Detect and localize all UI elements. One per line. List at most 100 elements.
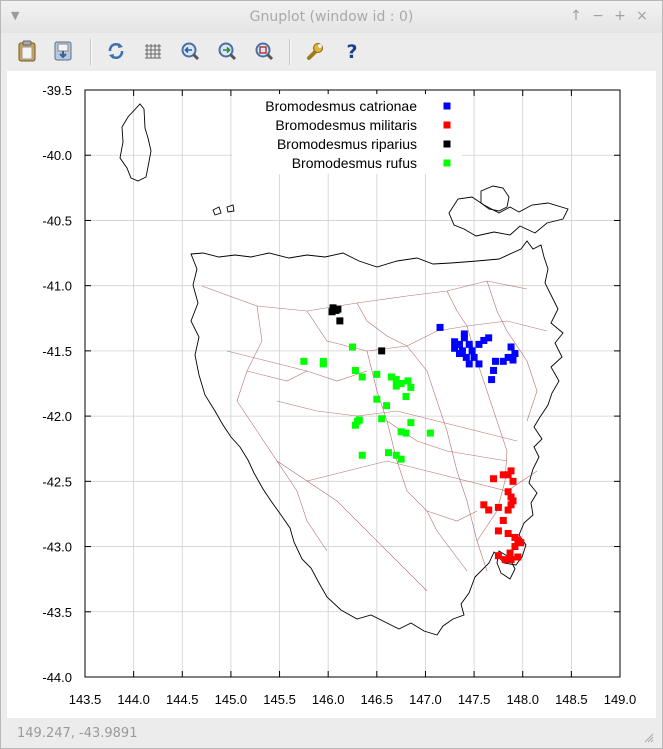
legend-label: Bromodesmus rufus: [292, 155, 417, 171]
y-tick-label: -41.5: [42, 344, 72, 359]
data-point: [511, 543, 519, 551]
data-point: [387, 373, 395, 381]
legend-marker: [443, 121, 451, 129]
y-tick-label: -40.0: [42, 148, 72, 163]
minimize-icon[interactable]: −: [592, 8, 604, 24]
data-point: [351, 421, 359, 429]
data-point: [462, 353, 470, 361]
toolbar: ?: [1, 33, 662, 71]
y-tick-label: -40.5: [42, 213, 72, 228]
grid-button[interactable]: [139, 37, 167, 65]
print-button[interactable]: [49, 37, 77, 65]
title-bar[interactable]: ▼ Gnuplot (window id : 0) ↑ − + ×: [1, 1, 662, 33]
data-points: [300, 304, 525, 564]
data-point: [499, 471, 507, 479]
roads: [201, 280, 548, 592]
legend-label: Bromodesmus militaris: [275, 117, 417, 133]
zoom-forward-icon: [218, 42, 237, 61]
legend-marker: [443, 102, 451, 110]
data-point: [404, 377, 412, 385]
data-point: [509, 497, 517, 505]
resize-grip-icon[interactable]: [644, 733, 654, 743]
data-point: [509, 356, 517, 364]
x-tick-label: 145.0: [215, 692, 248, 707]
legend-label: Bromodesmus riparius: [277, 136, 417, 152]
coastline: [480, 185, 510, 212]
data-point: [436, 323, 444, 331]
data-point: [507, 556, 515, 564]
plot-canvas[interactable]: 143.5 144.0 144.5 145.0 145.5 146.0 146.5 147.0…: [7, 71, 656, 718]
x-tick-label: 143.5: [69, 692, 102, 707]
data-point: [319, 360, 327, 368]
data-point: [490, 366, 498, 374]
window-title: Gnuplot (window id : 0): [249, 9, 414, 25]
autoscale-button[interactable]: [250, 37, 278, 65]
data-point: [397, 380, 405, 387]
cursor-coordinates: 149.247, -43.9891: [17, 726, 138, 741]
data-point: [511, 349, 519, 357]
data-point: [490, 475, 498, 483]
data-point: [373, 395, 381, 403]
data-point: [507, 493, 515, 501]
zoom-fit-icon: [255, 42, 274, 61]
data-point: [514, 553, 522, 561]
data-point: [358, 451, 366, 459]
data-point: [402, 429, 410, 437]
grid: [85, 90, 620, 677]
data-point: [504, 488, 512, 496]
data-point: [507, 467, 515, 475]
data-point: [378, 415, 386, 423]
data-point: [336, 317, 344, 325]
data-point: [373, 370, 381, 378]
data-point: [465, 340, 473, 348]
y-tick-label: -41.0: [42, 279, 72, 294]
data-point: [475, 340, 483, 348]
help-button[interactable]: ?: [338, 37, 366, 65]
x-tick-label: 147.5: [458, 692, 491, 707]
legend-label: Bromodesmus catrionae: [265, 98, 417, 114]
maximize-icon[interactable]: +: [614, 8, 626, 24]
data-point: [507, 501, 515, 509]
x-tick-label: 146.5: [361, 692, 394, 707]
window-menu-icon[interactable]: ▼: [11, 9, 20, 22]
data-point: [504, 506, 512, 514]
data-point: [334, 305, 342, 313]
data-point: [456, 340, 463, 348]
data-point: [328, 308, 336, 316]
data-point: [383, 402, 391, 410]
x-tick-label: 148.5: [555, 692, 588, 707]
data-point: [397, 455, 405, 463]
data-point: [460, 334, 468, 342]
plot-border: [84, 89, 621, 678]
keep-above-icon[interactable]: ↑: [570, 8, 582, 24]
scatter-chart: 143.5 144.0 144.5 145.0 145.5 146.0 146.5 147.0…: [42, 83, 637, 707]
data-point: [426, 429, 434, 437]
data-point: [504, 471, 512, 479]
legend-background: [232, 94, 462, 174]
data-point: [485, 506, 493, 514]
close-icon[interactable]: ×: [636, 8, 648, 24]
data-point: [491, 357, 499, 365]
data-point: [501, 556, 509, 564]
y-tick-label: -44.0: [42, 670, 72, 685]
data-point: [499, 516, 507, 524]
x-tick-label: 146.0: [312, 692, 345, 707]
zoom-previous-button[interactable]: [176, 37, 204, 65]
y-tick-label: -39.5: [42, 83, 72, 98]
data-point: [494, 552, 502, 560]
y-tick-label: -43.5: [42, 605, 72, 620]
grid-icon: [145, 44, 161, 59]
legend-marker: [443, 140, 451, 148]
x-tick-label: 149.0: [604, 692, 637, 707]
data-point: [358, 373, 366, 381]
zoom-back-icon: [181, 42, 200, 61]
replot-button[interactable]: [102, 37, 130, 65]
data-point: [465, 360, 473, 368]
copy-clipboard-button[interactable]: [13, 37, 41, 65]
coastline: [448, 196, 569, 237]
data-point: [451, 338, 459, 346]
y-tick-label: -43.0: [42, 540, 72, 555]
zoom-next-button[interactable]: [213, 37, 241, 65]
options-button[interactable]: [301, 37, 329, 65]
legend: Bromodesmus catrionae Bromodesmus militar…: [265, 98, 451, 171]
